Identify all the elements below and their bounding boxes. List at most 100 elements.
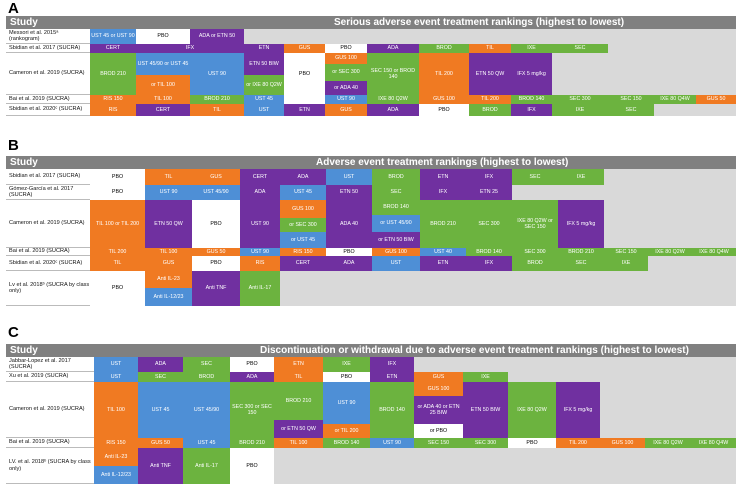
cell: RIS: [240, 256, 280, 271]
cell: ADA: [138, 357, 183, 372]
cell: ETN: [274, 357, 323, 372]
cell: BROD: [419, 44, 469, 53]
cell: PBO: [419, 104, 469, 116]
cell: PBO: [192, 256, 240, 271]
cell: GUS: [192, 169, 240, 185]
cell: or ADA 40 or ETN 25 BIW: [414, 396, 463, 424]
cell: GUS: [284, 44, 325, 53]
cell: TIL 100: [94, 382, 138, 438]
cell: BROD 140: [466, 248, 512, 256]
cell: PBO: [90, 169, 145, 185]
cell: PBO: [192, 200, 240, 248]
cell: TIL: [469, 44, 511, 53]
panel-a-title: Serious adverse event treatment rankings…: [334, 17, 625, 28]
cell: UST 90: [240, 248, 280, 256]
cell: RIS 150: [94, 438, 138, 448]
cell: PBO: [136, 29, 190, 44]
cell: PBO: [325, 44, 367, 53]
cell: IFX: [466, 169, 512, 185]
cell: ETN 50 BIW: [244, 53, 284, 75]
cell: BROD: [469, 104, 511, 116]
cell: Anti IL-12/23: [145, 288, 192, 306]
cell: CERT: [90, 44, 136, 53]
cell: SEC 300: [466, 200, 512, 248]
cell: BROD 210: [90, 53, 136, 95]
cell: TIL: [90, 256, 145, 271]
cell: BROD 140: [323, 438, 370, 448]
cell: UST 45: [183, 438, 230, 448]
cell: IXE 80 Q2W: [645, 438, 691, 448]
cell: ETN 50 BIW: [463, 382, 508, 438]
cell: SEC 300: [512, 248, 558, 256]
cell: RIS: [90, 104, 136, 116]
cell: Anti IL-23: [94, 448, 138, 466]
panel-a-study-header: Study: [10, 17, 38, 28]
panel-a-study-row: Bai et al. 2019 (SUCRA): [6, 95, 90, 104]
cell: PBO: [230, 448, 274, 484]
cell: UST: [244, 104, 284, 116]
panel-b-title: Adverse event treatment rankings (highes…: [316, 157, 569, 168]
cell: GUS: [414, 372, 463, 382]
cell: UST 90: [370, 438, 414, 448]
cell: IXE 80 Q2W or SEC 150: [512, 200, 558, 248]
cell: TIL: [145, 169, 192, 185]
cell: Anti IL-17: [183, 448, 230, 484]
cell: ETN 50 QW: [469, 53, 511, 95]
cell: BROD: [183, 372, 230, 382]
cell: or TIL 200: [323, 424, 370, 438]
cell: ETN 25: [466, 185, 512, 200]
cell: ETN 50: [326, 185, 372, 200]
cell: PBO: [90, 185, 145, 200]
cell: PBO: [284, 53, 325, 95]
cell: SEC 150: [608, 95, 654, 104]
cell: TIL 100: [274, 438, 323, 448]
cell: ETN: [420, 169, 466, 185]
cell: SEC: [558, 256, 604, 271]
cell: IFX: [466, 256, 512, 271]
cell: ADA: [367, 44, 419, 53]
panel-c-study-row: Xu et al. 2019 (SUCRA): [6, 372, 94, 382]
cell: GUS 50: [192, 248, 240, 256]
panel-c-label: C: [8, 324, 19, 341]
cell: IFX: [420, 185, 466, 200]
cell: PBO: [508, 438, 556, 448]
panel-b-study-header: Study: [10, 157, 38, 168]
cell: IXE: [511, 44, 552, 53]
cell: SEC: [512, 169, 558, 185]
cell: IXE 80 Q2W: [648, 248, 692, 256]
cell: SEC: [183, 357, 230, 372]
cell: SEC 300: [463, 438, 508, 448]
cell: SEC 300 or SEC 150: [230, 382, 274, 438]
cell: ADA: [367, 104, 419, 116]
cell: GUS 100: [325, 53, 367, 64]
cell: UST 45: [280, 185, 326, 200]
cell: IXE 80 Q4W: [654, 95, 696, 104]
cell: UST 45: [138, 382, 183, 438]
panel-a-study-row: Cameron et al. 2019 (SUCRA): [6, 53, 90, 95]
cell: UST 45/90: [183, 382, 230, 438]
cell: Anti IL-17: [240, 271, 280, 306]
cell: GUS 100: [600, 438, 645, 448]
panel-c-study-row: Cameron et al. 2019 (SUCRA): [6, 382, 94, 438]
cell: IFX 5 mg/kg: [556, 382, 600, 438]
cell: IXE: [558, 169, 604, 185]
cell: BROD 140: [511, 95, 552, 104]
cell: IXE 80 Q4W: [692, 248, 736, 256]
cell: ETN: [284, 104, 325, 116]
cell: BROD 210: [558, 248, 604, 256]
cell: UST 90: [323, 382, 370, 424]
cell: Anti TNF: [138, 448, 183, 484]
cell: BROD 140: [372, 200, 420, 215]
cell: IXE: [463, 372, 508, 382]
cell: or PBO: [414, 424, 463, 438]
panel-a-label: A: [8, 0, 19, 17]
cell: TIL: [274, 372, 323, 382]
cell: IXE 80 Q4W: [691, 438, 736, 448]
cell: SEC: [552, 44, 608, 53]
panel-b-label: B: [8, 137, 19, 154]
cell: TIL 200: [90, 248, 145, 256]
cell: ETN 50 QW: [145, 200, 192, 248]
cell: PBO: [90, 271, 145, 306]
cell: BROD 210: [190, 95, 244, 104]
cell: or SEC 300: [280, 218, 326, 232]
